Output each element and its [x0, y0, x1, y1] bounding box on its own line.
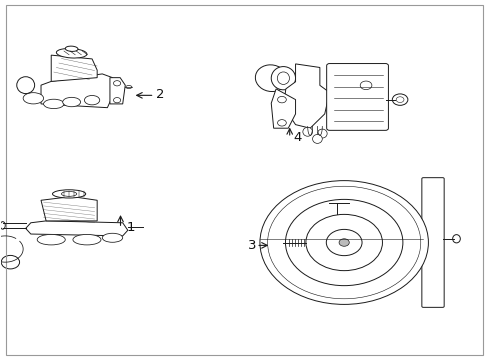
- Ellipse shape: [43, 99, 64, 109]
- Ellipse shape: [271, 67, 295, 90]
- Ellipse shape: [84, 95, 100, 105]
- Circle shape: [325, 229, 361, 256]
- Text: 2: 2: [156, 88, 164, 101]
- Circle shape: [285, 199, 402, 285]
- Circle shape: [113, 98, 121, 103]
- Ellipse shape: [312, 134, 322, 143]
- Circle shape: [1, 255, 20, 269]
- Circle shape: [395, 97, 403, 103]
- Ellipse shape: [37, 234, 65, 245]
- Text: 3: 3: [247, 239, 256, 252]
- Polygon shape: [51, 55, 97, 81]
- Ellipse shape: [73, 234, 101, 245]
- Polygon shape: [271, 89, 295, 128]
- FancyBboxPatch shape: [421, 178, 443, 307]
- Text: 4: 4: [292, 131, 301, 144]
- Polygon shape: [41, 74, 112, 108]
- Polygon shape: [26, 221, 127, 236]
- Circle shape: [267, 186, 420, 299]
- Ellipse shape: [52, 190, 85, 198]
- Circle shape: [305, 215, 382, 271]
- Ellipse shape: [61, 192, 77, 196]
- Ellipse shape: [56, 49, 87, 58]
- Ellipse shape: [277, 72, 289, 85]
- Ellipse shape: [125, 86, 132, 89]
- Ellipse shape: [302, 127, 312, 136]
- Polygon shape: [110, 78, 125, 104]
- Polygon shape: [283, 64, 329, 128]
- Ellipse shape: [255, 65, 286, 91]
- Ellipse shape: [65, 46, 78, 51]
- Circle shape: [338, 239, 348, 246]
- Ellipse shape: [62, 97, 81, 107]
- Circle shape: [360, 81, 371, 90]
- Text: 1: 1: [126, 221, 135, 234]
- Circle shape: [277, 120, 286, 126]
- Circle shape: [113, 81, 121, 86]
- FancyBboxPatch shape: [326, 64, 387, 130]
- Circle shape: [260, 181, 427, 305]
- Ellipse shape: [23, 93, 43, 104]
- Ellipse shape: [452, 235, 459, 243]
- Ellipse shape: [17, 77, 35, 94]
- Polygon shape: [41, 197, 97, 221]
- Ellipse shape: [102, 233, 122, 242]
- Circle shape: [391, 94, 407, 105]
- Ellipse shape: [0, 222, 5, 229]
- Circle shape: [277, 96, 286, 103]
- Ellipse shape: [317, 129, 326, 138]
